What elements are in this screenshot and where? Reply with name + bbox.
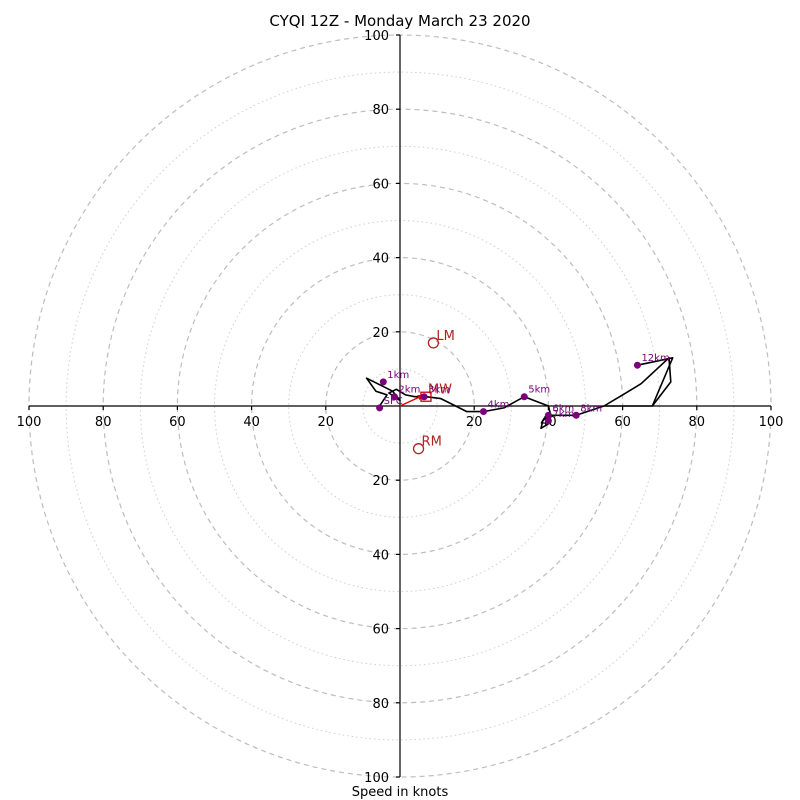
- y-tick-label: 60: [372, 623, 389, 638]
- height-point-7km: [544, 417, 552, 425]
- y-tick-label: 100: [364, 771, 389, 786]
- height-point-2km: [390, 393, 398, 401]
- y-tick-label: 100: [364, 29, 389, 44]
- height-label-4km: 4km: [487, 400, 509, 411]
- height-label-sfc: SFC: [384, 396, 403, 407]
- y-tick-label: 80: [372, 103, 389, 118]
- height-point-12km: [633, 361, 641, 369]
- x-tick-label: 80: [95, 415, 112, 430]
- y-tick-label: 40: [372, 252, 389, 267]
- height-label-6km: 6km: [552, 403, 574, 414]
- height-point-4km: [479, 408, 487, 416]
- y-tick-label: 20: [372, 326, 389, 341]
- x-tick-label: 100: [759, 415, 784, 430]
- storm-motion-label-rm: RM: [422, 435, 442, 450]
- height-point-1km: [379, 378, 387, 386]
- storm-motion-label-lm: LM: [436, 329, 454, 344]
- mean-wind-label: MW: [428, 383, 452, 398]
- chart-title: CYQI 12Z - Monday March 23 2020: [269, 12, 530, 30]
- height-label-3km: 3km: [428, 385, 450, 396]
- height-point-6km: [544, 411, 552, 419]
- x-axis-label: Speed in knots: [352, 785, 449, 800]
- height-label-5km: 5km: [528, 385, 550, 396]
- y-tick-label: 40: [372, 548, 389, 563]
- storm-motion-lm: [427, 337, 440, 349]
- height-label-1km: 1km: [387, 370, 409, 381]
- x-tick-label: 20: [466, 415, 483, 430]
- x-tick-label: 60: [614, 415, 631, 430]
- y-tick-label: 80: [372, 697, 389, 712]
- x-tick-label: 20: [318, 415, 335, 430]
- y-tick-label: 60: [372, 177, 389, 192]
- storm-motion-rm: [412, 443, 425, 455]
- x-tick-label: 40: [243, 415, 260, 430]
- height-point-sfc: [376, 404, 384, 412]
- hodograph-trace-upper: [603, 356, 672, 407]
- height-point-3km: [420, 393, 428, 401]
- x-tick-label: 60: [169, 415, 186, 430]
- x-tick-label: 100: [17, 415, 42, 430]
- height-label-7km: 7km: [552, 409, 574, 420]
- height-label-8km: 8km: [580, 403, 602, 414]
- x-tick-label: 80: [689, 415, 706, 430]
- height-label-12km: 12km: [641, 353, 669, 364]
- height-point-5km: [520, 393, 528, 401]
- height-label-2km: 2km: [398, 385, 420, 396]
- height-point-8km: [572, 411, 580, 419]
- y-tick-label: 20: [372, 474, 389, 489]
